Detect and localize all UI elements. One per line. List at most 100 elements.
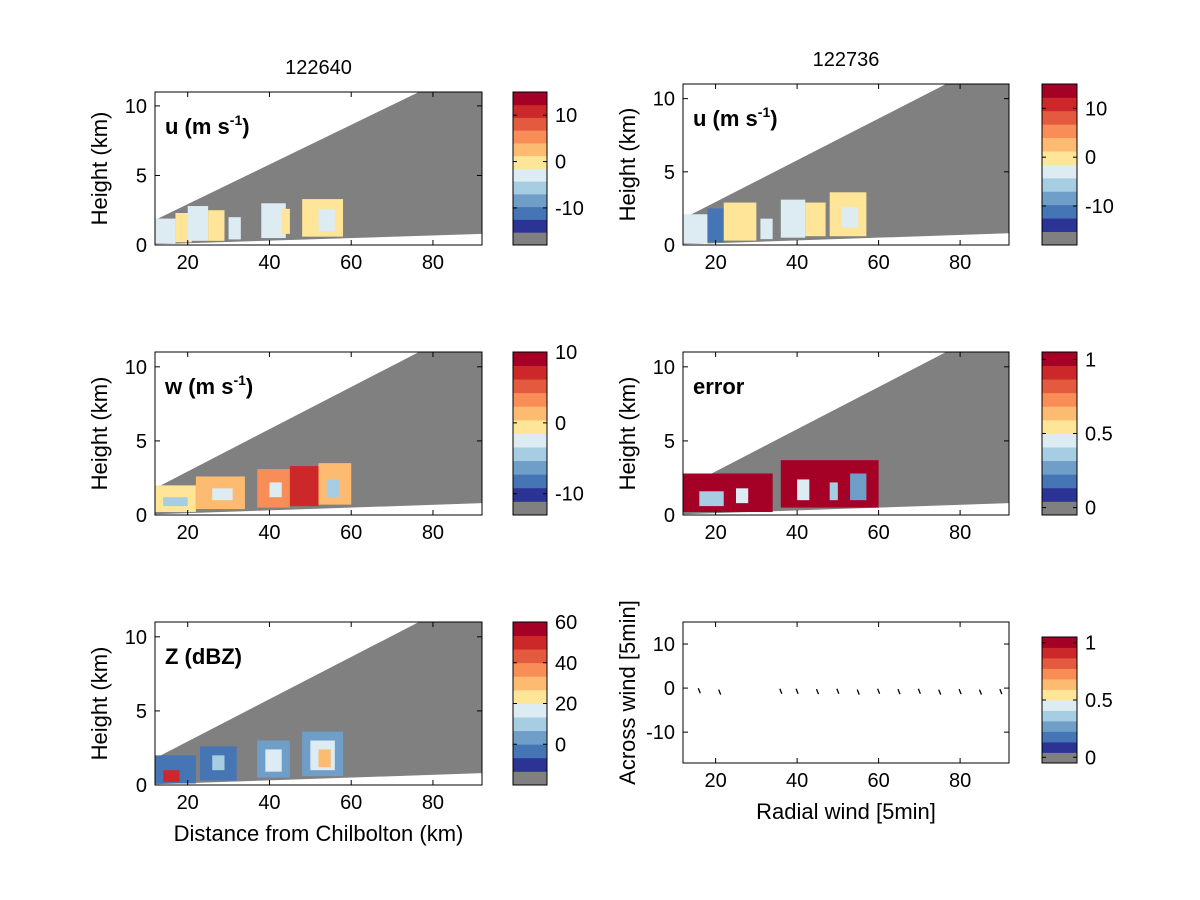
x-tick-label: 80 — [422, 792, 444, 814]
colorbar-band — [513, 635, 547, 650]
x-tick-label: 80 — [949, 522, 971, 544]
colorbar-tick-label: 0 — [1085, 147, 1096, 169]
colorbar-band — [1042, 110, 1077, 125]
wind-vector — [978, 689, 983, 695]
colorbar-band — [513, 194, 547, 208]
data-cell — [265, 749, 282, 772]
colorbar-band — [1042, 392, 1077, 407]
data-cell — [318, 749, 331, 768]
x-tick-label: 20 — [177, 792, 199, 814]
colorbar-tick-label: -10 — [1085, 196, 1114, 218]
data-cell — [187, 206, 209, 241]
x-tick-label: 60 — [867, 770, 889, 792]
colorbar-band — [1042, 433, 1077, 448]
colorbar-tick-label: -10 — [555, 198, 584, 220]
y-axis-label: Height (km) — [87, 647, 112, 761]
data-cell — [289, 466, 319, 507]
data-cell — [281, 208, 290, 234]
data-cell — [699, 491, 724, 507]
colorbar-band — [513, 379, 547, 394]
colorbar-band — [513, 181, 547, 195]
data-cell — [850, 473, 867, 501]
colorbar-band — [513, 232, 547, 245]
x-tick-label: 20 — [704, 522, 726, 544]
colorbar-band — [1042, 647, 1077, 659]
colorbar-tick-label: 0 — [1085, 747, 1096, 769]
wind-vector — [779, 688, 783, 694]
wind-vector — [795, 688, 799, 694]
colorbar-tick-label: 10 — [555, 105, 577, 127]
nodata-region — [155, 92, 482, 245]
x-tick-label: 60 — [867, 522, 889, 544]
colorbar-band — [1042, 668, 1077, 680]
colorbar-band — [513, 92, 547, 106]
data-cell — [805, 202, 826, 237]
colorbar-band — [513, 433, 547, 448]
data-cell — [163, 770, 180, 783]
y-tick-label: 10 — [653, 89, 675, 111]
nodata-region — [683, 84, 1009, 245]
data-cell — [155, 218, 176, 244]
colorbar: 60 40 20 0 — [512, 612, 577, 786]
colorbar-band — [1042, 419, 1077, 434]
wind-vector — [718, 689, 722, 695]
x-tick-label: 20 — [177, 522, 199, 544]
wind-vector — [697, 688, 701, 694]
y-tick-label: 10 — [653, 634, 675, 656]
x-tick-label: 60 — [340, 522, 362, 544]
colorbar-band — [513, 771, 547, 785]
colorbar-band — [513, 130, 547, 144]
colorbar-tick-label: 0.5 — [1085, 690, 1113, 712]
colorbar-band — [513, 104, 547, 118]
colorbar-band — [513, 649, 547, 664]
axes-frame — [154, 91, 483, 246]
y-tick-label: 5 — [664, 162, 675, 184]
colorbar-band — [1042, 658, 1077, 669]
data-cell — [735, 488, 749, 504]
colorbar-band — [513, 168, 547, 182]
wind-vector — [815, 688, 820, 695]
x-tick-label: 40 — [258, 792, 280, 814]
colorbar-band — [1042, 752, 1077, 763]
y-axis-label: Height (km) — [615, 108, 640, 222]
colorbar-band — [513, 352, 547, 366]
wind-vector — [836, 688, 840, 694]
colorbar-band — [1042, 137, 1077, 152]
colorbar-tick-label: 40 — [555, 653, 577, 675]
colorbar-band — [1042, 379, 1077, 394]
colorbar-band — [1042, 231, 1077, 245]
colorbar-band — [1042, 84, 1077, 98]
axes-frame — [682, 351, 1010, 516]
data-cell — [683, 214, 708, 244]
x-tick-label: 40 — [258, 252, 280, 274]
colorbar-band — [513, 143, 547, 157]
y-tick-label: 5 — [136, 431, 147, 453]
colorbar-band — [1042, 700, 1077, 711]
colorbar-band — [513, 689, 547, 704]
axes-frame — [154, 351, 483, 516]
panel-p1: 20 40 60 80 0 5 10 122640 u (m s-1) Height (km) 10… — [87, 57, 584, 274]
x-tick-label: 60 — [867, 252, 889, 274]
variable-annotation: error — [693, 374, 745, 399]
x-axis-label: Radial wind [5min] — [756, 799, 936, 824]
x-tick-label: 20 — [704, 770, 726, 792]
nodata-region — [155, 352, 482, 515]
data-cell — [760, 218, 773, 240]
colorbar-band — [1042, 689, 1077, 701]
data-cell — [829, 482, 838, 501]
colorbar-band — [1042, 637, 1077, 648]
colorbar-band — [513, 487, 547, 502]
wind-vector — [917, 688, 921, 694]
x-tick-label: 40 — [258, 522, 280, 544]
data-cell — [208, 210, 225, 241]
colorbar-band — [513, 447, 547, 462]
data-cell — [212, 488, 233, 501]
x-tick-label: 20 — [177, 252, 199, 274]
x-axis-label: Distance from Chilbolton (km) — [174, 821, 464, 846]
data-cell — [841, 206, 859, 228]
wind-vector — [856, 689, 860, 695]
colorbar-band — [1042, 742, 1077, 753]
x-tick-label: 40 — [786, 522, 808, 544]
